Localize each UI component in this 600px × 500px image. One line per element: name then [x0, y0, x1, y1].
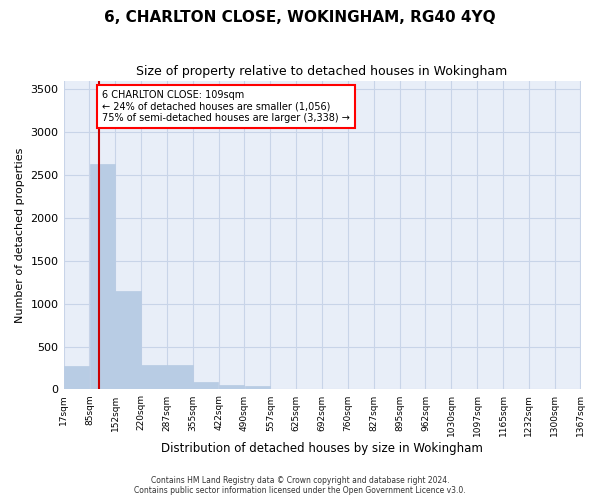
- Bar: [64, 366, 89, 390]
- Bar: [245, 386, 270, 390]
- X-axis label: Distribution of detached houses by size in Wokingham: Distribution of detached houses by size …: [161, 442, 483, 455]
- Bar: [219, 384, 244, 390]
- Bar: [115, 291, 141, 390]
- Bar: [193, 382, 218, 390]
- Title: Size of property relative to detached houses in Wokingham: Size of property relative to detached ho…: [136, 65, 508, 78]
- Text: 6 CHARLTON CLOSE: 109sqm
← 24% of detached houses are smaller (1,056)
75% of sem: 6 CHARLTON CLOSE: 109sqm ← 24% of detach…: [102, 90, 350, 123]
- Bar: [142, 365, 167, 390]
- Y-axis label: Number of detached properties: Number of detached properties: [15, 148, 25, 322]
- Text: Contains HM Land Registry data © Crown copyright and database right 2024.
Contai: Contains HM Land Registry data © Crown c…: [134, 476, 466, 495]
- Text: 6, CHARLTON CLOSE, WOKINGHAM, RG40 4YQ: 6, CHARLTON CLOSE, WOKINGHAM, RG40 4YQ: [104, 10, 496, 25]
- Bar: [167, 365, 193, 390]
- Bar: [89, 164, 115, 390]
